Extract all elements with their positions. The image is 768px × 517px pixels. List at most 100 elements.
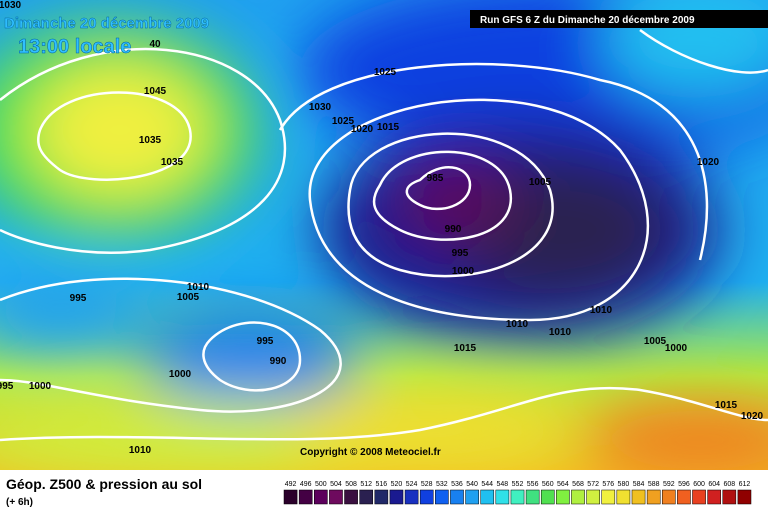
isobar <box>278 62 709 261</box>
scale-label: 532 <box>436 481 448 488</box>
scale-label: 596 <box>678 481 690 488</box>
scale-cell <box>571 489 585 505</box>
isobar-label: 1025 <box>332 116 355 127</box>
isobar-label: 1000 <box>665 343 688 354</box>
scale-label: 584 <box>633 481 645 488</box>
isobar-label: 1010 <box>187 282 210 293</box>
isobar-label: 1045 <box>144 86 167 97</box>
isobar-label: 1005 <box>529 177 552 188</box>
isobar-label: 1035 <box>161 157 184 168</box>
isobar-label: 1000 <box>452 266 475 277</box>
isobar-label: 985 <box>427 173 444 184</box>
scale-cell <box>616 489 631 505</box>
scale-label: 536 <box>451 481 463 488</box>
scale-cell <box>298 489 313 505</box>
isobar-label: 1020 <box>741 411 764 422</box>
isobar <box>308 98 650 322</box>
date: Dimanche 20 décembre 2009 <box>4 15 209 32</box>
scale-cell <box>540 489 555 505</box>
isobar-label: 995 <box>70 293 87 304</box>
isobar-label: 995 <box>452 248 469 259</box>
scale-label: 516 <box>375 481 387 488</box>
isobar-label: 1000 <box>169 369 192 380</box>
scale-cell <box>707 489 721 505</box>
scale-cell <box>450 489 464 505</box>
color-scale: 492 496 500 504 508 512 516 520 524 528 532 536 540 5… <box>283 481 752 505</box>
isobar-label: 1025 <box>374 67 397 78</box>
scale-cell <box>737 489 752 505</box>
scale-label: 528 <box>421 481 433 488</box>
scale-label: 508 <box>345 481 357 488</box>
scale-label: 496 <box>300 481 312 488</box>
isobar-label: 1015 <box>454 343 477 354</box>
scale-cell <box>344 489 358 505</box>
copyright: Copyright © 2008 Meteociel.fr <box>300 447 441 458</box>
scale-cell <box>677 489 691 505</box>
scale-cell <box>314 489 328 505</box>
isobar-label: 1010 <box>590 305 613 316</box>
scale-cell <box>631 489 646 505</box>
scale-cell <box>495 489 510 505</box>
scale-cell <box>465 489 479 505</box>
scale-label: 520 <box>391 481 403 488</box>
scale-label: 560 <box>542 481 554 488</box>
isobar <box>372 150 513 241</box>
isobar <box>202 321 302 392</box>
footer-title: Géop. Z500 & pression au sol <box>6 476 202 492</box>
scale-label: 552 <box>512 481 524 488</box>
isobar-label: 1000 <box>29 381 52 392</box>
scale-cell <box>283 489 298 505</box>
scale-label: 512 <box>360 481 372 488</box>
isobar-label: 40 <box>149 39 161 50</box>
scale-label: 564 <box>557 481 569 488</box>
scale-cell <box>329 489 343 505</box>
scale-label: 556 <box>527 481 539 488</box>
scale-cell <box>722 489 737 505</box>
scale-label: 572 <box>587 481 599 488</box>
isobar-label: 1030 <box>309 102 332 113</box>
scale-cell <box>525 489 540 505</box>
scale-cell <box>692 489 706 505</box>
isobars <box>0 28 768 442</box>
isobar-label: 1015 <box>377 122 400 133</box>
scale-label: 548 <box>497 481 509 488</box>
isobar <box>0 47 287 254</box>
scale-label: 608 <box>723 481 735 488</box>
footer-lead: (+ 6h) <box>6 497 33 508</box>
isobar <box>639 28 768 74</box>
isobar <box>0 277 342 413</box>
isobar-label: 995 <box>257 336 274 347</box>
isobar-label: 1030 <box>0 0 22 11</box>
scale-cell <box>661 489 676 505</box>
scale-cell <box>586 489 600 505</box>
scale-label: 600 <box>693 481 705 488</box>
scale-label: 604 <box>708 481 720 488</box>
scale-cell <box>480 489 495 505</box>
scale-cell <box>359 489 374 505</box>
isobar-label: 1005 <box>644 336 667 347</box>
isobar-label: 1005 <box>177 292 200 303</box>
scale-label: 540 <box>466 481 478 488</box>
isobar-label: 990 <box>270 356 287 367</box>
scale-cell <box>389 489 404 505</box>
scale-label: 544 <box>481 481 493 488</box>
isobar <box>405 166 472 211</box>
run-banner <box>470 10 768 28</box>
local-time: 13:00 locale <box>18 36 131 58</box>
scale-label: 524 <box>406 481 418 488</box>
isobar-label: 1010 <box>129 445 152 456</box>
scale-cell <box>556 489 570 505</box>
scale-label: 612 <box>739 481 751 488</box>
scale-cell <box>601 489 616 505</box>
scale-cell <box>419 489 434 505</box>
scale-label: 492 <box>285 481 297 488</box>
scale-cell <box>510 489 525 505</box>
scale-cell <box>374 489 389 505</box>
isobar <box>0 386 768 442</box>
isobar-label: 1015 <box>715 400 738 411</box>
scale-label: 504 <box>330 481 342 488</box>
isobar-label: 1020 <box>697 157 720 168</box>
isobar-label: 995 <box>0 381 14 392</box>
scale-cell <box>435 489 449 505</box>
